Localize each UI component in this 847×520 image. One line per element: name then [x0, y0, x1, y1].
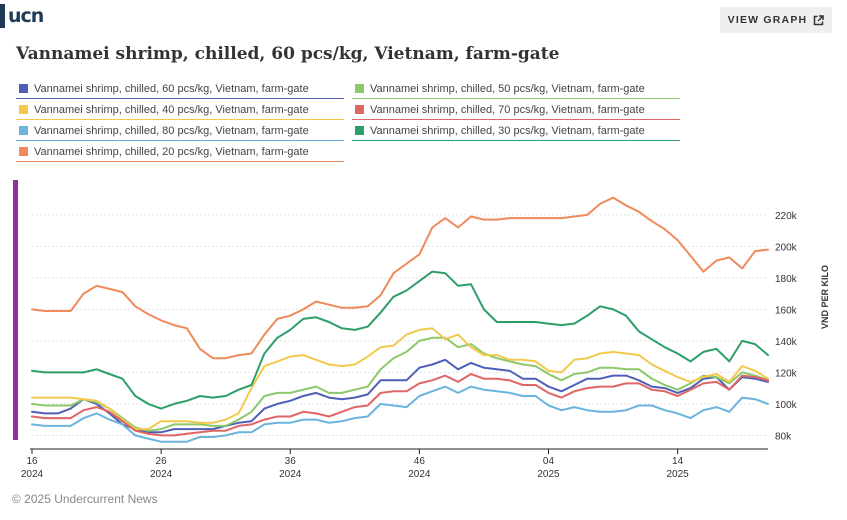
legend-underline [16, 98, 344, 99]
series-line [31, 196, 769, 360]
series-line [31, 327, 769, 431]
x-tick-year-label: 2025 [537, 469, 560, 480]
copyright-notice: © 2025 Undercurrent News [12, 492, 158, 506]
x-tick-week-label: 46 [414, 456, 426, 467]
y-tick-label: 200k [775, 242, 798, 253]
legend-item[interactable]: Vannamei shrimp, chilled, 60 pcs/kg, Vie… [16, 78, 344, 99]
legend-item[interactable]: Vannamei shrimp, chilled, 20 pcs/kg, Vie… [16, 141, 344, 162]
chart-title: Vannamei shrimp, chilled, 60 pcs/kg, Vie… [16, 44, 560, 64]
series-line [31, 270, 769, 410]
legend-underline [352, 140, 680, 141]
legend-label: Vannamei shrimp, chilled, 40 pcs/kg, Vie… [34, 103, 309, 116]
x-tick-week-label: 04 [543, 456, 555, 467]
legend-underline [352, 98, 680, 99]
legend-item[interactable]: Vannamei shrimp, chilled, 70 pcs/kg, Vie… [352, 99, 680, 120]
series-line [31, 373, 769, 437]
y-tick-label: 100k [775, 400, 798, 411]
legend-swatch [355, 126, 364, 135]
legend-underline [16, 140, 344, 141]
legend-label: Vannamei shrimp, chilled, 80 pcs/kg, Vie… [34, 124, 309, 137]
legend-item[interactable]: Vannamei shrimp, chilled, 50 pcs/kg, Vie… [352, 78, 680, 99]
legend-swatch [355, 84, 364, 93]
legend-swatch [355, 105, 364, 114]
legend-label: Vannamei shrimp, chilled, 50 pcs/kg, Vie… [370, 82, 645, 95]
y-tick-label: 160k [775, 305, 798, 316]
view-graph-label: VIEW GRAPH [727, 14, 808, 26]
y-tick-label: 120k [775, 368, 798, 379]
view-graph-button[interactable]: VIEW GRAPH [720, 7, 832, 33]
legend-label: Vannamei shrimp, chilled, 60 pcs/kg, Vie… [34, 82, 309, 95]
x-tick-year-label: 2024 [279, 469, 302, 480]
legend-underline [16, 161, 344, 162]
ucn-logo[interactable]: ucn [0, 4, 44, 28]
legend-underline [16, 119, 344, 120]
x-tick-week-label: 14 [672, 456, 684, 467]
series-line [31, 385, 769, 443]
legend-swatch [19, 84, 28, 93]
x-tick-week-label: 16 [26, 456, 38, 467]
legend-item[interactable]: Vannamei shrimp, chilled, 30 pcs/kg, Vie… [352, 120, 680, 141]
legend-swatch [19, 126, 28, 135]
x-tick-year-label: 2024 [150, 469, 173, 480]
x-tick-week-label: 26 [156, 456, 168, 467]
y-tick-label: 80k [775, 431, 792, 442]
x-tick-year-label: 2025 [666, 469, 689, 480]
y-axis-label: VND PER KILO [820, 265, 830, 329]
y-tick-label: 220k [775, 211, 798, 222]
x-tick-year-label: 2024 [408, 469, 431, 480]
x-tick-year-label: 2024 [21, 469, 44, 480]
legend-swatch [19, 147, 28, 156]
y-tick-label: 140k [775, 337, 798, 348]
legend-label: Vannamei shrimp, chilled, 70 pcs/kg, Vie… [370, 103, 645, 116]
y-tick-label: 180k [775, 274, 798, 285]
series-line [31, 358, 769, 434]
logo-text: ucn [8, 5, 44, 27]
x-tick-week-label: 36 [285, 456, 297, 467]
legend-item[interactable]: Vannamei shrimp, chilled, 40 pcs/kg, Vie… [16, 99, 344, 120]
legend-underline [352, 119, 680, 120]
external-link-icon [813, 14, 825, 26]
chart-accent-bar [13, 180, 18, 440]
logo-accent-bar [0, 4, 5, 28]
legend-swatch [19, 105, 28, 114]
legend-label: Vannamei shrimp, chilled, 30 pcs/kg, Vie… [370, 124, 645, 137]
series-line [31, 336, 769, 432]
legend-label: Vannamei shrimp, chilled, 20 pcs/kg, Vie… [34, 145, 309, 158]
legend-item[interactable]: Vannamei shrimp, chilled, 80 pcs/kg, Vie… [16, 120, 344, 141]
